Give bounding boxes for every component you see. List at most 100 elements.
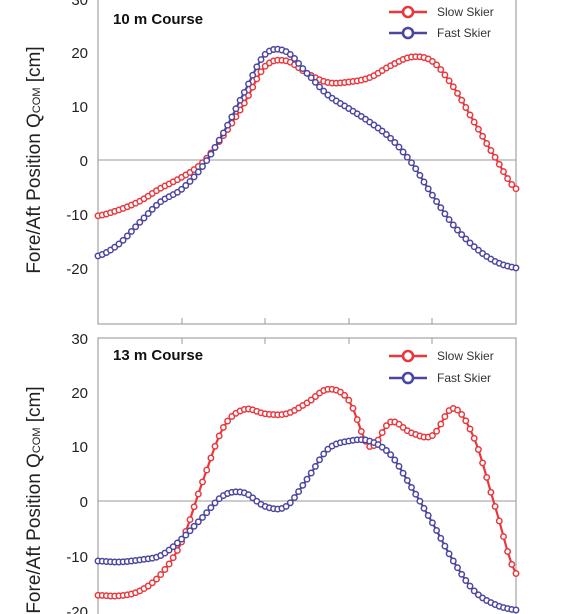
data-point-fast-skier	[295, 59, 303, 67]
data-point-fast-skier	[245, 80, 252, 88]
data-point-fast-skier	[458, 231, 466, 239]
plot-frame	[97, 337, 517, 614]
data-point-fast-skier	[424, 185, 432, 193]
data-point-fast-skier	[253, 63, 261, 71]
data-point-slow-skier	[261, 62, 269, 70]
data-point-fast-skier	[119, 236, 127, 244]
data-point-fast-skier	[512, 264, 520, 272]
data-point-fast-skier	[391, 456, 399, 464]
data-point-slow-skier	[454, 406, 461, 414]
panel-10m-course: 30 20 10 0 -10 -20 Fore/Aft Position QCO…	[24, 0, 520, 325]
data-point-fast-skier	[437, 534, 445, 542]
series-line-slow-skier	[97, 388, 517, 598]
data-point-fast-skier	[224, 121, 232, 129]
data-point-fast-skier	[123, 232, 131, 240]
data-point-slow-skier	[437, 420, 445, 428]
data-point-slow-skier	[491, 153, 499, 161]
data-point-fast-skier	[449, 557, 457, 565]
data-point-fast-skier	[462, 577, 470, 584]
data-point-slow-skier	[165, 560, 173, 568]
data-point-slow-skier	[186, 516, 194, 524]
data-point-slow-skier	[257, 68, 265, 76]
data-point-fast-skier	[307, 74, 315, 82]
data-point-fast-skier	[232, 105, 240, 113]
data-point-fast-skier	[454, 226, 461, 234]
data-point-fast-skier	[303, 69, 311, 77]
data-point-fast-skier	[512, 606, 520, 614]
y-axis-label-subscript: COM	[31, 87, 43, 113]
data-point-slow-skier	[378, 429, 386, 437]
data-point-slow-skier	[487, 147, 495, 154]
data-point-fast-skier	[194, 168, 202, 176]
data-point-fast-skier	[441, 542, 449, 550]
data-point-slow-skier	[157, 571, 165, 579]
data-point-slow-skier	[500, 533, 507, 541]
data-point-slow-skier	[190, 503, 198, 511]
data-point-slow-skier	[437, 66, 445, 74]
data-point-fast-skier	[412, 165, 420, 173]
series-slow-skier	[94, 385, 520, 600]
data-point-fast-skier	[190, 173, 198, 181]
data-point-slow-skier	[462, 417, 470, 425]
data-point-slow-skier	[433, 427, 441, 435]
data-point-slow-skier	[458, 410, 466, 418]
data-point-fast-skier	[207, 150, 215, 158]
data-point-fast-skier	[408, 159, 415, 167]
data-point-fast-skier	[466, 582, 474, 590]
series-fast-skier	[94, 45, 520, 272]
data-point-fast-skier	[211, 499, 219, 507]
data-point-fast-skier	[169, 543, 177, 551]
data-point-fast-skier	[316, 456, 323, 464]
data-point-slow-skier	[500, 168, 507, 176]
data-point-slow-skier	[428, 57, 436, 65]
data-point-fast-skier	[382, 131, 390, 138]
data-point-fast-skier	[144, 210, 152, 218]
y-axis-label-text: Fore/Aft Position Q	[24, 453, 45, 614]
y-tick-label: 30	[71, 0, 88, 9]
data-point-fast-skier	[153, 201, 160, 209]
y-axis-label-unit: [cm]	[24, 386, 45, 427]
data-point-fast-skier	[286, 50, 294, 58]
data-point-slow-skier	[253, 75, 261, 83]
data-point-fast-skier	[178, 535, 186, 543]
y-tick-label: 0	[80, 494, 88, 511]
data-point-slow-skier	[504, 175, 512, 183]
data-point-slow-skier	[203, 466, 211, 474]
x-ticks	[181, 318, 433, 324]
data-point-fast-skier	[387, 451, 395, 459]
data-point-slow-skier	[399, 423, 407, 431]
data-point-fast-skier	[186, 527, 194, 535]
legend-label-fast-skier: Fast Skier	[437, 371, 491, 385]
data-point-fast-skier	[203, 509, 211, 517]
data-point-fast-skier	[320, 450, 328, 458]
data-point-slow-skier	[466, 425, 474, 433]
data-point-fast-skier	[378, 443, 386, 451]
y-tick-label: -20	[66, 261, 88, 278]
data-point-fast-skier	[454, 564, 461, 572]
y-tick-labels: 30 20 10 0 -10 -20	[66, 0, 88, 278]
legend-swatch-slow-marker	[401, 5, 415, 19]
data-point-fast-skier	[399, 148, 407, 156]
panel-13m-course: 30 20 10 0 -10 -20 Fore/Aft Position QCO…	[24, 331, 520, 614]
data-point-fast-skier	[412, 490, 420, 498]
data-point-slow-skier	[357, 427, 365, 435]
data-point-fast-skier	[316, 83, 323, 91]
data-point-fast-skier	[182, 182, 190, 189]
data-point-fast-skier	[199, 513, 206, 521]
data-point-slow-skier	[194, 490, 202, 498]
data-point-slow-skier	[466, 111, 474, 119]
data-point-fast-skier	[395, 143, 403, 151]
data-point-slow-skier	[199, 478, 206, 486]
data-point-slow-skier	[249, 83, 257, 91]
y-tick-labels: 30 20 10 0 -10 -20	[66, 331, 88, 614]
data-point-slow-skier	[474, 125, 482, 133]
data-point-slow-skier	[211, 442, 219, 450]
data-point-fast-skier	[449, 221, 457, 229]
data-point-fast-skier	[136, 218, 144, 226]
data-point-slow-skier	[512, 185, 520, 193]
data-point-slow-skier	[491, 502, 499, 510]
data-point-slow-skier	[441, 71, 449, 79]
legend-label-slow-skier: Slow Skier	[437, 349, 494, 363]
data-point-fast-skier	[132, 223, 140, 231]
